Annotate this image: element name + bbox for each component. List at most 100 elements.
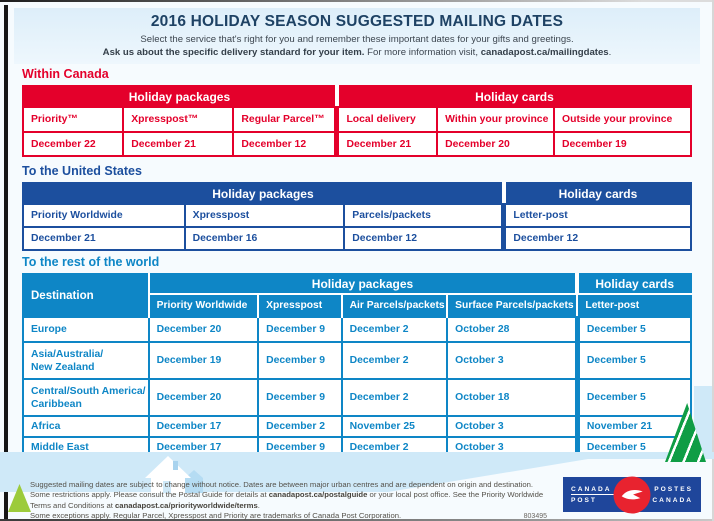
table-row: Asia/Australia/ New Zealand December 19 … [22,341,692,380]
date-cell: December 19 [147,341,260,380]
date-cell: December 2 [340,341,449,380]
date-cell: November 25 [340,415,449,438]
page-border-right [712,0,714,521]
date-cell: December 21 [334,131,439,157]
column-header: Xpresspost [183,203,346,228]
group-header-holiday-packages: Holiday packages [23,183,506,204]
column-header: Air Parcels/packets [340,294,448,317]
date-cell: December 20 [147,316,260,343]
group-header-row: Holiday packages Holiday cards [23,183,691,204]
subtitle-line1: Select the service that's right for you … [140,33,574,45]
group-header-holiday-packages: Holiday packages [23,86,339,107]
footer-line-2: Some restrictions apply. Please consult … [30,490,544,500]
date-cell: December 20 [147,378,260,417]
sky-strip-decoration [694,386,712,456]
header-banner: 2016 HOLIDAY SEASON SUGGESTED MAILING DA… [14,8,700,64]
column-header: Priority Worldwide [147,294,259,317]
date-cell: December 21 [122,131,235,157]
group-header-row: Destination Holiday packages Holiday car… [23,274,691,317]
footer-fine-print: Suggested mailing dates are subject to c… [30,480,547,521]
date-cell: December 9 [257,378,343,417]
destination-cell: Africa [22,415,150,438]
column-header: Letter-post [576,294,691,317]
date-cell: December 2 [340,378,449,417]
group-header-holiday-cards: Holiday cards [336,86,691,107]
group-header-holiday-packages: Holiday packages [148,274,578,295]
priorityworldwide-url: canadapost.ca/priorityworldwide/terms [115,500,258,510]
section-heading-rest-of-world: To the rest of the world [22,255,160,269]
section-heading-united-states: To the United States [22,164,142,178]
subtitle-line2: Ask us about the specific delivery stand… [102,47,612,58]
column-header: Within your province [436,106,556,133]
table-row: Africa December 17 December 2 November 2… [22,415,692,438]
date-cell: October 28 [446,316,579,343]
column-header: Local delivery [334,106,439,133]
date-cell: December 12 [501,226,693,251]
column-header: Priority™ [21,106,125,133]
column-header-row: Priority Worldwide Xpresspost Parcels/pa… [22,203,693,228]
document-code: 803495 [523,512,547,520]
footer-line-3: Terms and Conditions at canadapost.ca/pr… [30,500,260,510]
united-states-table: Holiday packages Holiday cards Priority … [22,182,693,251]
date-cell: December 17 [147,415,260,438]
date-cell: October 3 [446,415,579,438]
ask-us-text: Ask us about the specific delivery stand… [102,47,365,58]
column-header: Xpresspost [257,294,342,317]
footer-line-4: 803495 Some exceptions apply. Regular Par… [30,510,547,520]
more-info-text: For more information visit, [364,47,481,58]
destination-header: Destination [23,274,150,317]
column-header-row: Priority™ Xpresspost™ Regular Parcel™ Lo… [21,106,692,133]
within-canada-table: Holiday packages Holiday cards Priority™… [21,85,692,157]
column-header: Letter-post [501,203,693,228]
column-header: Parcels/packets [343,203,505,228]
date-cell: November 21 [574,415,692,438]
group-header-holiday-cards: Holiday cards [503,183,691,204]
column-header: Surface Parcels/packets [446,294,578,317]
destination-cell: Europe [22,316,150,343]
date-cell: December 16 [183,226,346,251]
column-header: Outside your province [553,106,692,133]
house-icon [143,456,203,493]
dates-row: December 22 December 21 December 12 Dece… [21,131,692,157]
page-border-left [4,5,8,521]
date-cell: December 22 [21,131,125,157]
column-header: Regular Parcel™ [232,106,338,133]
column-header: Xpresspost™ [122,106,235,133]
dates-row: December 21 December 16 December 12 Dece… [22,226,693,251]
date-cell: December 9 [257,316,343,343]
date-cell: October 18 [446,378,579,417]
group-header-row: Holiday packages Holiday cards [23,86,691,107]
table-row: Europe December 20 December 9 December 2… [22,316,692,343]
footer-line-1: Suggested mailing dates are subject to c… [30,480,534,489]
page-border-top [0,0,714,2]
date-cell: December 2 [257,415,343,438]
destination-cell: Asia/Australia/ New Zealand [22,341,150,380]
date-cell: December 12 [343,226,505,251]
section-heading-within-canada: Within Canada [22,67,109,81]
column-header: Priority Worldwide [22,203,186,228]
date-cell: December 21 [22,226,186,251]
date-cell: December 5 [574,316,692,343]
date-cell: December 2 [340,316,449,343]
postalguide-url: canadapost.ca/postalguide [268,490,368,500]
canada-post-logo: CANADA POST POSTES CANADA [563,476,701,513]
date-cell: December 5 [574,378,692,417]
date-cell: December 20 [436,131,556,157]
date-cell: October 3 [446,341,579,380]
rest-of-world-table: Destination Holiday packages Holiday car… [22,273,692,459]
group-header-holiday-cards: Holiday cards [575,274,691,295]
logo-wing-icon [613,476,651,513]
column-header-row: Priority Worldwide Xpresspost Air Parcel… [23,294,691,317]
mailingdates-url: canadapost.ca/mailingdates [480,47,609,58]
destination-cell: Central/South America/ Caribbean [22,378,150,417]
date-cell: December 5 [574,341,692,380]
page-title: 2016 HOLIDAY SEASON SUGGESTED MAILING DA… [150,13,564,30]
date-cell: December 19 [553,131,692,157]
table-row: Central/South America/ Caribbean Decembe… [22,378,692,417]
date-cell: December 12 [232,131,338,157]
page-border-bottom [0,519,714,521]
date-cell: December 9 [257,341,343,380]
logo-english-wordmark: CANADA POST [571,486,615,504]
logo-french-wordmark: POSTES CANADA [652,485,693,504]
